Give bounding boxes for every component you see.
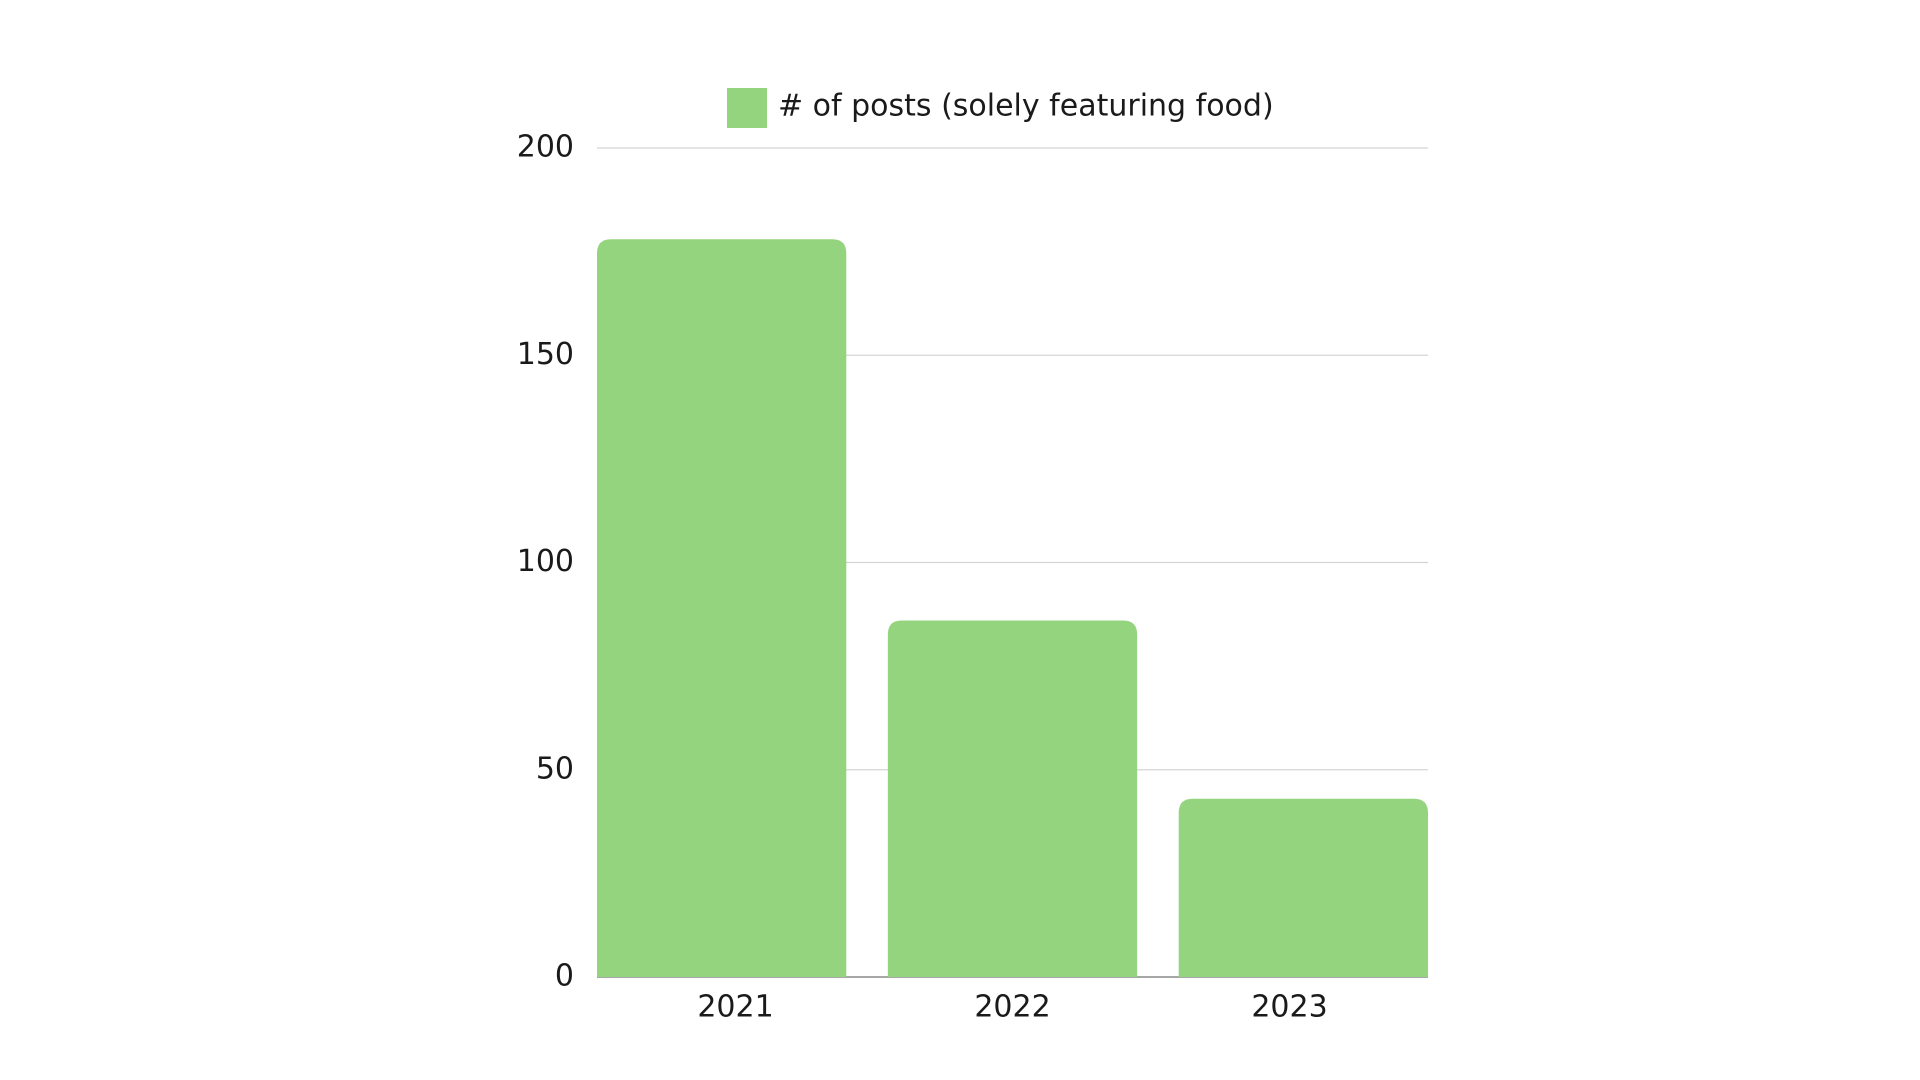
y-tick-label: 150 xyxy=(517,337,574,372)
legend-swatch xyxy=(727,88,767,128)
bar xyxy=(597,239,847,977)
y-tick-label: 50 xyxy=(536,751,574,786)
legend-label: # of posts (solely featuring food) xyxy=(778,89,1274,124)
y-tick-label: 0 xyxy=(555,959,574,994)
bars xyxy=(597,239,1428,977)
x-tick-label: 2023 xyxy=(1251,990,1327,1025)
y-tick-label: 200 xyxy=(517,130,574,165)
bar xyxy=(887,620,1138,977)
labels: 0 50 100 150 200 2021 2022 2023 xyxy=(517,130,1328,1025)
bar xyxy=(1178,798,1428,977)
y-tick-label: 100 xyxy=(517,544,574,579)
x-tick-label: 2021 xyxy=(697,990,773,1025)
x-tick-label: 2022 xyxy=(974,990,1050,1025)
